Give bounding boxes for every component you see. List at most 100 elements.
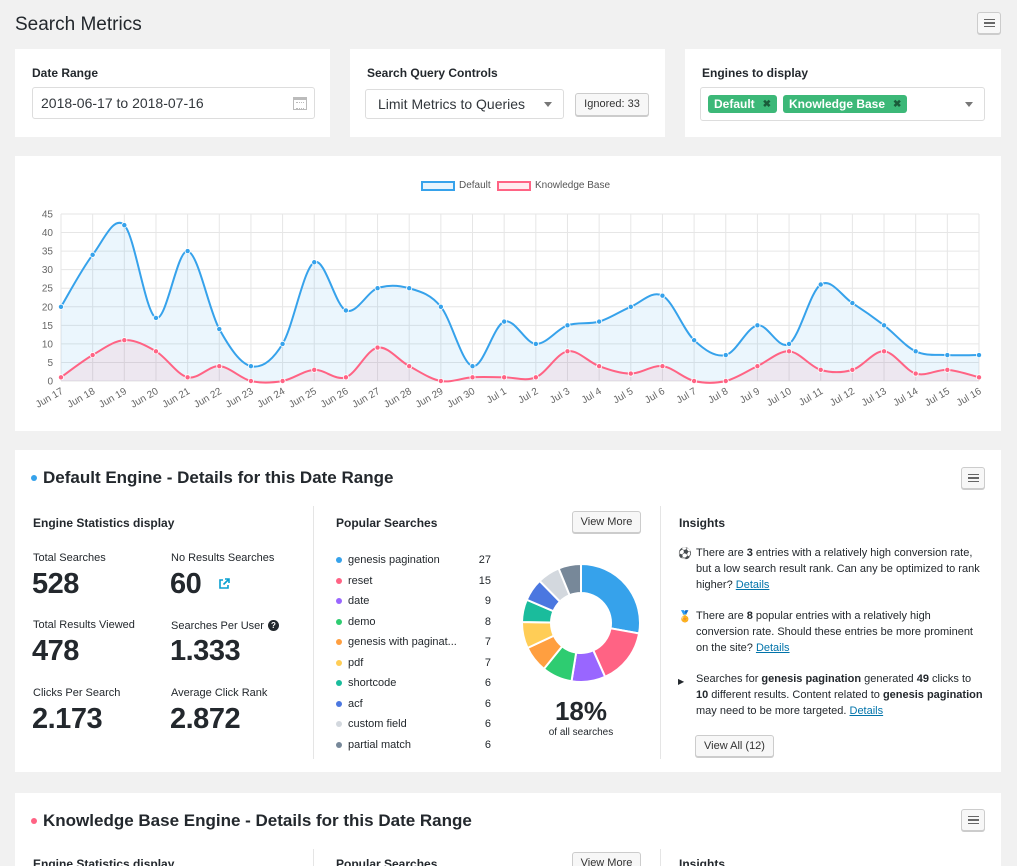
donut-slice[interactable] xyxy=(580,562,641,635)
searches-per-user-label: Searches Per User xyxy=(171,620,264,632)
data-point xyxy=(342,307,349,314)
legend-knowledge-base[interactable]: Knowledge Base xyxy=(497,180,610,191)
legend-default[interactable]: Default xyxy=(421,180,491,191)
data-point xyxy=(659,363,666,370)
popular-search-count: 9 xyxy=(484,595,491,607)
view-all-insights-button[interactable]: View All (12) xyxy=(695,735,774,757)
series-color-dot xyxy=(336,721,342,727)
x-tick-label: Jul 3 xyxy=(548,386,572,406)
screen-options-menu-button[interactable] xyxy=(977,12,1001,34)
data-point xyxy=(58,303,65,310)
popular-search-row[interactable]: acf 6 xyxy=(336,694,491,714)
x-tick-label: Jul 2 xyxy=(517,386,541,406)
date-range-input[interactable]: 2018-06-17 to 2018-07-16 xyxy=(32,87,315,119)
y-tick-label: 5 xyxy=(47,358,53,369)
external-link-icon[interactable] xyxy=(218,578,230,590)
engine-tag-default[interactable]: Default ✖ xyxy=(708,95,778,113)
page-title: Search Metrics xyxy=(15,14,142,35)
popular-search-row[interactable]: reset 15 xyxy=(336,571,491,591)
average-click-rank-label: Average Click Rank xyxy=(171,687,268,699)
kb-engine-menu-button[interactable] xyxy=(961,809,985,831)
data-point xyxy=(406,285,413,292)
data-point xyxy=(722,352,729,359)
popular-search-row[interactable]: date 9 xyxy=(336,591,491,611)
data-point xyxy=(976,374,983,381)
insight-details-link[interactable]: Details xyxy=(849,705,884,717)
kb-view-more-button[interactable]: View More xyxy=(572,852,641,866)
popular-search-row[interactable]: demo 8 xyxy=(336,612,491,632)
insight-term: genesis pagination xyxy=(882,689,983,701)
limit-metrics-select[interactable]: Limit Metrics to Queries xyxy=(365,89,564,119)
data-point xyxy=(216,363,223,370)
calendar-icon[interactable] xyxy=(293,97,307,110)
ignored-queries-button[interactable]: Ignored: 33 xyxy=(575,93,649,116)
data-point xyxy=(374,344,381,351)
average-click-rank-value: 2.872 xyxy=(170,703,241,735)
popular-search-row[interactable]: genesis pagination 27 xyxy=(336,550,491,570)
engine-tag-knowledge-base[interactable]: Knowledge Base ✖ xyxy=(783,95,908,113)
popular-search-row[interactable]: genesis with paginat... 7 xyxy=(336,632,491,652)
data-point xyxy=(564,348,571,355)
data-point xyxy=(469,363,476,370)
data-point xyxy=(89,352,96,359)
view-more-button[interactable]: View More xyxy=(572,511,641,533)
x-tick-label: Jun 23 xyxy=(224,386,256,411)
popular-search-term: shortcode xyxy=(348,677,397,689)
x-tick-label: Jul 14 xyxy=(892,386,921,409)
date-range-value: 2018-06-17 to 2018-07-16 xyxy=(41,95,204,111)
popular-searches-heading: Popular Searches xyxy=(336,516,438,530)
legend-swatch-kb xyxy=(497,180,531,191)
kb-engine-card xyxy=(15,793,1001,866)
data-point xyxy=(469,374,476,381)
data-point xyxy=(374,285,381,292)
insight-text: clicks to xyxy=(928,673,972,685)
donut-slice[interactable] xyxy=(557,562,582,597)
x-tick-label: Jun 27 xyxy=(351,386,383,411)
searches-chart-card xyxy=(15,156,1001,431)
data-point xyxy=(627,303,634,310)
data-point xyxy=(817,281,824,288)
kb-engine-title-text: Knowledge Base Engine - Details for this… xyxy=(43,811,472,830)
data-point xyxy=(311,366,318,373)
insight-item: ▶ Searches for genesis pagination genera… xyxy=(678,671,984,719)
remove-tag-icon[interactable]: ✖ xyxy=(762,98,772,110)
data-point xyxy=(279,340,286,347)
series-area-knowledge-base xyxy=(61,340,979,383)
date-range-label: Date Range xyxy=(32,66,99,80)
default-engine-menu-button[interactable] xyxy=(961,467,985,489)
data-point xyxy=(184,248,191,255)
insight-text: generated xyxy=(861,673,917,685)
insight-text: different results. Content related to xyxy=(708,689,883,701)
series-color-dot xyxy=(336,741,342,748)
data-point xyxy=(817,366,824,373)
popular-search-term: date xyxy=(348,595,370,607)
data-point xyxy=(184,374,191,381)
engines-multiselect[interactable]: Default ✖ Knowledge Base ✖ xyxy=(700,87,985,121)
help-icon[interactable]: ? xyxy=(268,620,279,631)
no-results-value: 60 xyxy=(170,568,202,600)
kb-stats-heading: Engine Statistics display xyxy=(33,857,175,866)
popular-search-row[interactable]: partial match 6 xyxy=(336,735,491,755)
engine-tag-kb-label: Knowledge Base xyxy=(789,97,886,111)
insight-count: 8 xyxy=(746,610,753,622)
popular-search-row[interactable]: pdf 7 xyxy=(336,653,491,673)
x-tick-label: Jun 26 xyxy=(319,386,351,411)
remove-tag-icon[interactable]: ✖ xyxy=(893,98,902,110)
popular-search-row[interactable]: custom field 6 xyxy=(336,714,491,734)
insight-details-link[interactable]: Details xyxy=(755,642,790,654)
award-icon: 🏅 xyxy=(678,611,692,623)
x-tick-label: Jul 12 xyxy=(828,386,857,409)
insight-text: may need to be more targeted. xyxy=(696,705,847,717)
insight-details-link[interactable]: Details xyxy=(735,579,770,591)
data-point xyxy=(976,352,983,359)
engine-color-dot xyxy=(31,818,37,824)
triangle-right-icon: ▶ xyxy=(678,677,685,686)
popular-search-row[interactable]: shortcode 6 xyxy=(336,673,491,693)
x-tick-label: Jul 8 xyxy=(706,386,730,406)
popular-search-count: 7 xyxy=(484,636,491,648)
legend-swatch-default xyxy=(421,180,455,191)
x-tick-label: Jun 22 xyxy=(192,386,224,411)
series-color-dot xyxy=(336,618,342,625)
popular-search-term: reset xyxy=(348,574,373,587)
